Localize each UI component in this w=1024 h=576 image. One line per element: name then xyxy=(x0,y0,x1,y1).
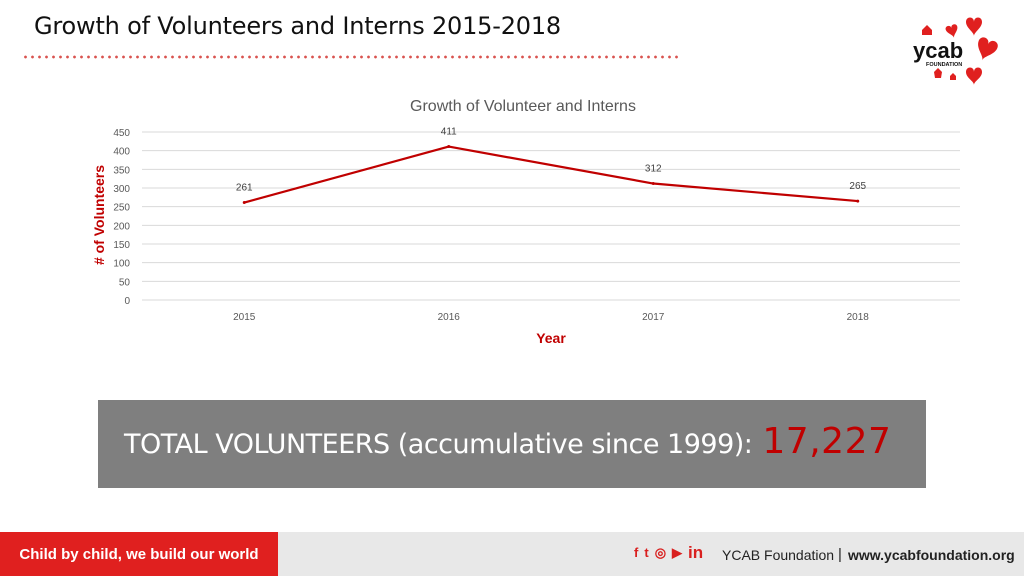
y-tick-label: 0 xyxy=(124,296,130,307)
twitter-icon[interactable]: t xyxy=(644,545,649,560)
title-dotted-underline xyxy=(22,54,682,60)
slide-title: Growth of Volunteers and Interns 2015-20… xyxy=(34,12,561,40)
data-point xyxy=(651,182,655,186)
y-tick-label: 450 xyxy=(113,128,130,139)
y-tick-label: 400 xyxy=(113,147,130,158)
total-volunteers-value: 17,227 xyxy=(762,420,892,462)
logo-wordmark: ycab xyxy=(913,38,963,63)
data-label: 261 xyxy=(236,183,253,194)
footer-tagline: Child by child, we build our world xyxy=(0,532,278,576)
data-point xyxy=(447,145,451,149)
data-point xyxy=(242,201,246,205)
chart-series xyxy=(242,145,860,205)
data-point xyxy=(856,199,860,203)
data-labels: 261 411 312 265 xyxy=(236,127,867,194)
y-tick-label: 150 xyxy=(113,240,130,251)
ycab-logo: ycab FOUNDATION xyxy=(913,17,998,85)
y-tick-label: 200 xyxy=(113,221,130,232)
series-line xyxy=(243,145,858,204)
x-axis-title: Year xyxy=(536,330,566,346)
data-label: 411 xyxy=(441,127,457,138)
total-volunteers-label: TOTAL VOLUNTEERS (accumulative since 199… xyxy=(124,428,753,460)
footer-separator: | xyxy=(838,546,842,563)
data-label: 312 xyxy=(645,164,662,175)
y-tick-label: 350 xyxy=(113,165,130,176)
chart-title: Growth of Volunteer and Interns xyxy=(410,98,636,115)
y-axis-title: # of Volunteers xyxy=(91,165,107,265)
linkedin-icon[interactable]: in xyxy=(688,543,704,562)
data-label: 265 xyxy=(849,181,866,192)
instagram-icon[interactable]: ◎ xyxy=(654,545,667,560)
y-tick-labels: 0 50 100 150 200 250 300 350 400 450 xyxy=(113,128,130,307)
y-tick-label: 300 xyxy=(113,184,130,195)
y-tick-label: 50 xyxy=(119,277,131,288)
x-tick-labels: 2015 2016 2017 2018 xyxy=(233,312,869,323)
social-links: f t ◎ ▶ in xyxy=(634,544,703,561)
footer-org-name: YCAB Foundation xyxy=(722,547,835,563)
footer-website-link[interactable]: www.ycabfoundation.org xyxy=(848,547,1015,563)
footer: Child by child, we build our world f t ◎… xyxy=(0,532,1024,576)
line-chart: Growth of Volunteer and Interns 0 50 100 15… xyxy=(91,98,960,346)
y-tick-label: 250 xyxy=(113,203,130,214)
facebook-icon[interactable]: f xyxy=(634,545,639,560)
total-volunteers-banner: TOTAL VOLUNTEERS (accumulative since 199… xyxy=(98,400,926,488)
chart-grid xyxy=(142,131,960,301)
x-tick-label: 2018 xyxy=(847,312,870,323)
y-tick-label: 100 xyxy=(113,259,130,270)
x-tick-label: 2017 xyxy=(642,312,665,323)
logo-subtext: FOUNDATION xyxy=(926,62,962,68)
x-tick-label: 2015 xyxy=(233,312,256,323)
x-tick-label: 2016 xyxy=(438,312,461,323)
youtube-icon[interactable]: ▶ xyxy=(672,545,683,560)
